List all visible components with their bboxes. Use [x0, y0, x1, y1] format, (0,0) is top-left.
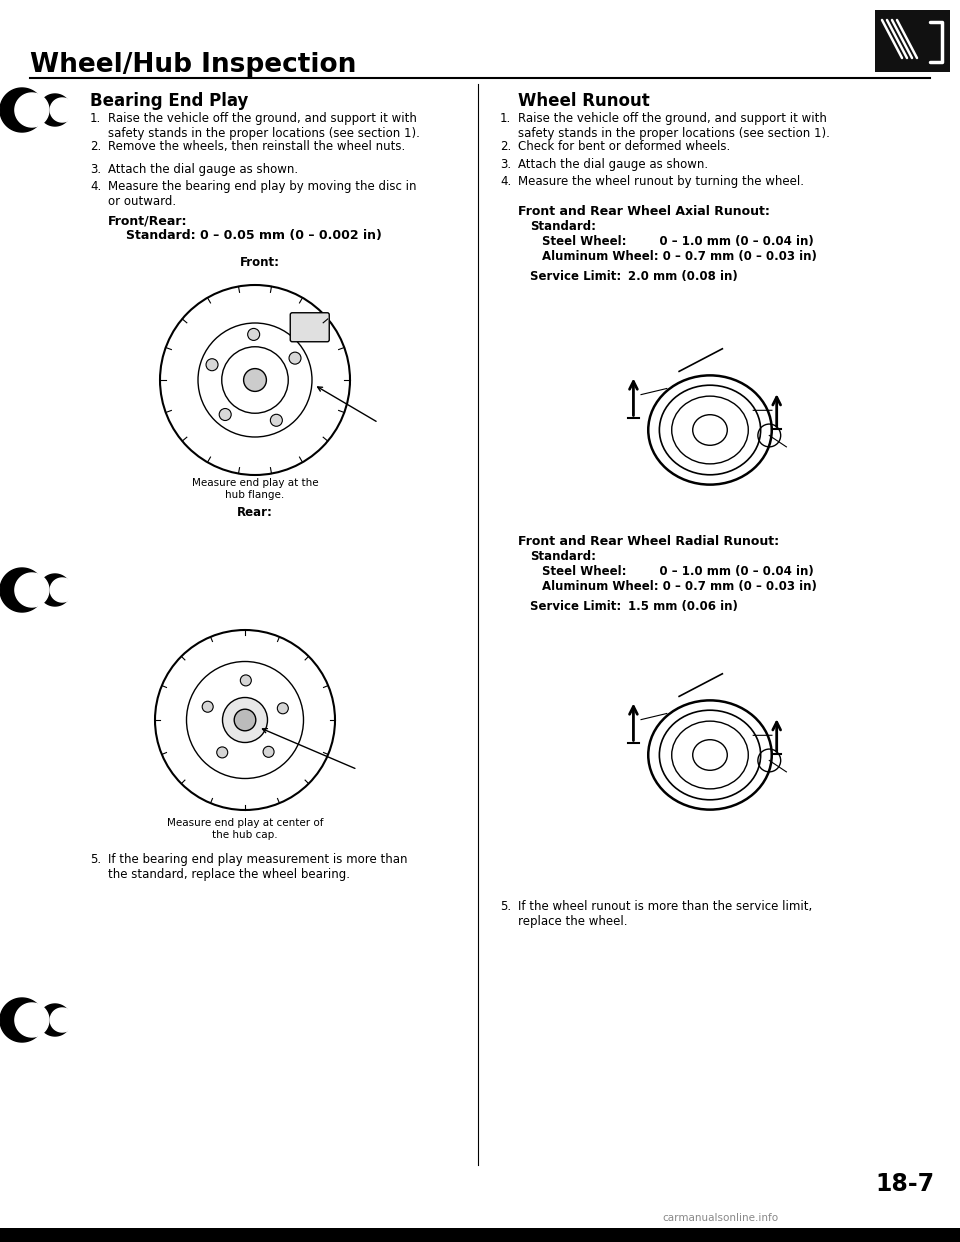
Text: carmanualsonline.info: carmanualsonline.info [662, 1213, 778, 1223]
Text: Measure end play at center of
the hub cap.: Measure end play at center of the hub ca… [167, 818, 324, 840]
Text: 5.: 5. [500, 900, 511, 913]
Circle shape [248, 328, 259, 340]
Text: Check for bent or deformed wheels.: Check for bent or deformed wheels. [518, 140, 731, 153]
Circle shape [263, 746, 274, 758]
Bar [0, 1228, 960, 1242]
Text: Measure the wheel runout by turning the wheel.: Measure the wheel runout by turning the … [518, 175, 804, 188]
Circle shape [271, 415, 282, 426]
Polygon shape [50, 578, 74, 602]
Text: Wheel/Hub Inspection: Wheel/Hub Inspection [30, 52, 356, 78]
Text: Rear:: Rear: [237, 505, 273, 519]
Text: Front and Rear Wheel Axial Runout:: Front and Rear Wheel Axial Runout: [518, 205, 770, 219]
Text: Measure end play at the
hub flange.: Measure end play at the hub flange. [192, 478, 319, 499]
Circle shape [240, 674, 252, 686]
Text: Raise the vehicle off the ground, and support it with
safety stands in the prope: Raise the vehicle off the ground, and su… [518, 112, 829, 140]
Text: 4.: 4. [90, 180, 101, 193]
Text: Wheel Runout: Wheel Runout [518, 92, 650, 111]
Bar [875, 10, 950, 72]
Polygon shape [15, 1004, 49, 1037]
Polygon shape [15, 93, 49, 127]
Text: If the wheel runout is more than the service limit,
replace the wheel.: If the wheel runout is more than the ser… [518, 900, 812, 928]
Text: Attach the dial gauge as shown.: Attach the dial gauge as shown. [518, 158, 708, 171]
Circle shape [223, 698, 268, 743]
Circle shape [289, 353, 301, 364]
Text: 2.: 2. [90, 140, 101, 153]
Text: Measure the bearing end play by moving the disc in
or outward.: Measure the bearing end play by moving t… [108, 180, 417, 207]
Text: If the bearing end play measurement is more than
the standard, replace the wheel: If the bearing end play measurement is m… [108, 853, 407, 881]
Text: Standard:: Standard: [530, 550, 596, 563]
Text: Remove the wheels, then reinstall the wheel nuts.: Remove the wheels, then reinstall the wh… [108, 140, 405, 153]
Text: Aluminum Wheel: 0 – 0.7 mm (0 – 0.03 in): Aluminum Wheel: 0 – 0.7 mm (0 – 0.03 in) [542, 580, 817, 592]
Text: Bearing End Play: Bearing End Play [90, 92, 249, 111]
Text: Front:: Front: [240, 256, 280, 270]
Polygon shape [50, 1009, 74, 1032]
Circle shape [277, 703, 288, 714]
Circle shape [219, 409, 231, 421]
Circle shape [234, 709, 255, 730]
Polygon shape [39, 1004, 71, 1036]
Text: Attach the dial gauge as shown.: Attach the dial gauge as shown. [108, 163, 299, 176]
Text: 2.: 2. [500, 140, 512, 153]
Polygon shape [0, 568, 44, 612]
Circle shape [217, 746, 228, 758]
Circle shape [244, 369, 266, 391]
FancyBboxPatch shape [290, 313, 329, 342]
Polygon shape [0, 88, 44, 132]
Text: 4.: 4. [500, 175, 512, 188]
Circle shape [203, 702, 213, 712]
Text: Raise the vehicle off the ground, and support it with
safety stands in the prope: Raise the vehicle off the ground, and su… [108, 112, 420, 140]
Text: 5.: 5. [90, 853, 101, 866]
Text: 2.0 mm (0.08 in): 2.0 mm (0.08 in) [628, 270, 737, 283]
Text: 3.: 3. [500, 158, 511, 171]
Circle shape [206, 359, 218, 370]
Text: Steel Wheel:        0 – 1.0 mm (0 – 0.04 in): Steel Wheel: 0 – 1.0 mm (0 – 0.04 in) [542, 235, 814, 248]
Text: Front/Rear:: Front/Rear: [108, 214, 187, 227]
Polygon shape [39, 574, 71, 606]
Text: Service Limit:: Service Limit: [530, 600, 621, 614]
Text: Standard:: Standard: [530, 220, 596, 233]
Text: Aluminum Wheel: 0 – 0.7 mm (0 – 0.03 in): Aluminum Wheel: 0 – 0.7 mm (0 – 0.03 in) [542, 250, 817, 263]
Text: 1.: 1. [90, 112, 101, 125]
Text: 18-7: 18-7 [876, 1172, 935, 1196]
Text: 1.5 mm (0.06 in): 1.5 mm (0.06 in) [628, 600, 738, 614]
Text: Front and Rear Wheel Radial Runout:: Front and Rear Wheel Radial Runout: [518, 535, 780, 548]
Polygon shape [50, 98, 74, 122]
Polygon shape [15, 573, 49, 607]
Text: 1.: 1. [500, 112, 512, 125]
Text: Standard: 0 – 0.05 mm (0 – 0.002 in): Standard: 0 – 0.05 mm (0 – 0.002 in) [126, 229, 382, 242]
Text: 3.: 3. [90, 163, 101, 176]
Polygon shape [39, 94, 71, 125]
Text: Service Limit:: Service Limit: [530, 270, 621, 283]
Text: Steel Wheel:        0 – 1.0 mm (0 – 0.04 in): Steel Wheel: 0 – 1.0 mm (0 – 0.04 in) [542, 565, 814, 578]
Polygon shape [0, 999, 44, 1042]
